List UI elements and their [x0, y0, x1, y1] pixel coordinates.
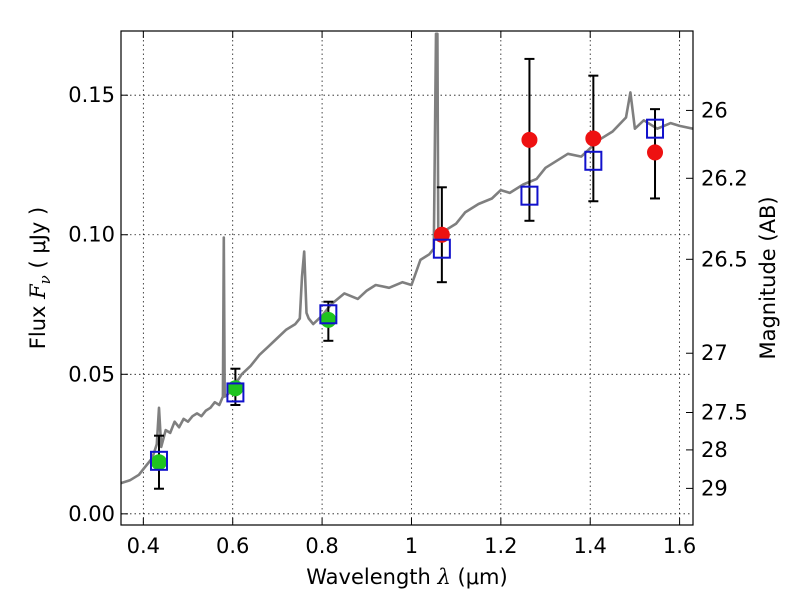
- y2-tick-label: 27.5: [701, 401, 748, 425]
- y2-tick-label: 26: [701, 98, 728, 122]
- photometry-point: [647, 144, 664, 161]
- x-tick-label: 1: [405, 534, 418, 558]
- grid-lines: [121, 31, 693, 525]
- model-flux-square: [584, 150, 603, 171]
- y-tick-label: 0.10: [68, 223, 115, 247]
- model-flux-square: [432, 238, 451, 259]
- y2-axis-title: Magnitude (AB): [756, 196, 780, 359]
- y-axis-title: Flux Fν ( μJy ): [26, 207, 54, 349]
- y-tick-label: 0.15: [68, 83, 115, 107]
- plot-frame: [120, 30, 694, 526]
- model-flux-square: [149, 450, 168, 471]
- photometry-point: [521, 131, 538, 148]
- y-tick-label: 0.00: [68, 502, 115, 526]
- x-axis-title: Wavelength λ (μm): [306, 565, 507, 589]
- y2-tick-label: 26.2: [701, 166, 748, 190]
- photometry-point: [150, 454, 167, 471]
- x-tick-label: 1.6: [663, 534, 696, 558]
- x-tick-label: 1.2: [484, 534, 517, 558]
- y2-tick-label: 27: [701, 341, 728, 365]
- model-spectrum-line: [121, 32, 693, 485]
- x-tick-label: 0.6: [216, 534, 249, 558]
- model-flux-square: [646, 118, 665, 139]
- y2-tick-label: 28: [701, 438, 728, 462]
- photometry-point: [585, 130, 602, 147]
- x-tick-label: 1.4: [574, 534, 607, 558]
- model-flux-square: [520, 185, 539, 206]
- data-points: [149, 57, 665, 490]
- x-tick-label: 0.8: [305, 534, 338, 558]
- photometry-point: [320, 311, 337, 328]
- y2-tick-label: 26.5: [701, 247, 748, 271]
- model-flux-square: [226, 382, 245, 403]
- model-flux-square: [319, 304, 338, 325]
- axis-ticks: 0.4 0.6 0.8 1 1.2 1.4 1.6 0.00 0.05 0.10 0.15 26 26.…: [68, 31, 748, 558]
- y-tick-label: 0.05: [68, 362, 115, 386]
- y2-tick-label: 29: [701, 476, 728, 500]
- x-tick-label: 0.4: [127, 534, 160, 558]
